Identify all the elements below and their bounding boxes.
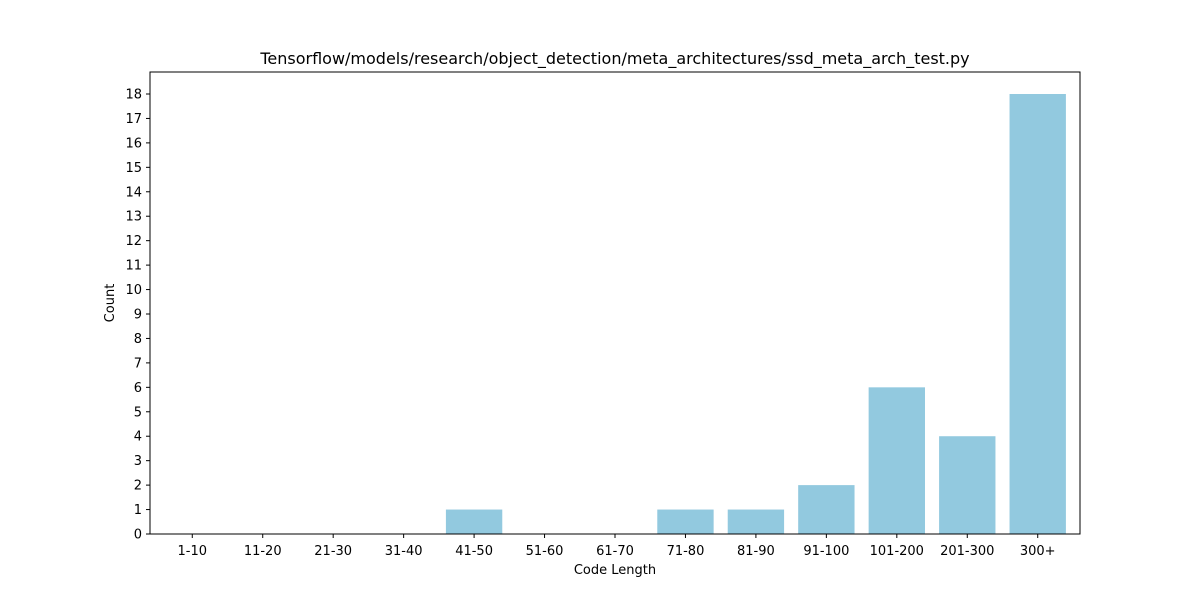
x-tick-label: 201-300	[940, 544, 994, 559]
y-tick-label: 15	[125, 161, 142, 176]
bar-71-80	[657, 509, 714, 534]
x-tick-label: 61-70	[596, 544, 634, 559]
y-tick-label: 1	[134, 503, 142, 518]
x-tick-label: 51-60	[526, 544, 564, 559]
x-tick-label: 81-90	[737, 544, 775, 559]
x-tick-label: 101-200	[870, 544, 924, 559]
y-tick-label: 2	[134, 479, 142, 494]
y-tick-label: 12	[125, 234, 142, 249]
bar-91-100	[798, 485, 855, 534]
x-tick-label: 21-30	[314, 544, 352, 559]
x-tick-label: 1-10	[178, 544, 208, 559]
x-tick-label: 41-50	[455, 544, 493, 559]
y-tick-label: 10	[125, 283, 142, 298]
bar-201-300	[939, 436, 996, 534]
bar-300+	[1009, 94, 1066, 534]
y-tick-label: 13	[125, 210, 142, 225]
x-axis: 1-10 11-20 21-30 31-40 41-50 51-60 61-70 71-80 8…	[178, 534, 1056, 559]
y-tick-label: 0	[134, 528, 142, 543]
y-tick-label: 4	[134, 430, 142, 445]
bar-41-50	[445, 509, 503, 534]
y-tick-label: 6	[134, 381, 142, 396]
bar-81-90	[727, 509, 785, 534]
bar-101-200	[868, 387, 925, 534]
y-tick-label: 17	[125, 112, 142, 127]
y-tick-label: 5	[134, 405, 142, 420]
y-tick-label: 14	[125, 185, 142, 200]
plot-frame	[149, 71, 1081, 535]
y-tick-label: 9	[134, 308, 142, 323]
x-tick-label: 91-100	[803, 544, 849, 559]
x-tick-label: 11-20	[244, 544, 282, 559]
x-axis-label: Code Length	[574, 563, 656, 578]
bars-group	[445, 94, 1066, 534]
y-tick-label: 8	[134, 332, 142, 347]
y-axis-label: Count	[103, 284, 118, 323]
y-tick-label: 3	[134, 454, 142, 469]
y-tick-label: 11	[125, 259, 142, 274]
x-tick-label: 71-80	[667, 544, 705, 559]
chart-title: Tensorflow/models/research/object_detect…	[259, 49, 969, 69]
x-tick-label: 300+	[1020, 544, 1056, 559]
y-tick-label: 7	[134, 356, 142, 371]
y-tick-label: 18	[125, 88, 142, 103]
y-tick-label: 16	[125, 136, 142, 151]
x-tick-label: 31-40	[385, 544, 423, 559]
